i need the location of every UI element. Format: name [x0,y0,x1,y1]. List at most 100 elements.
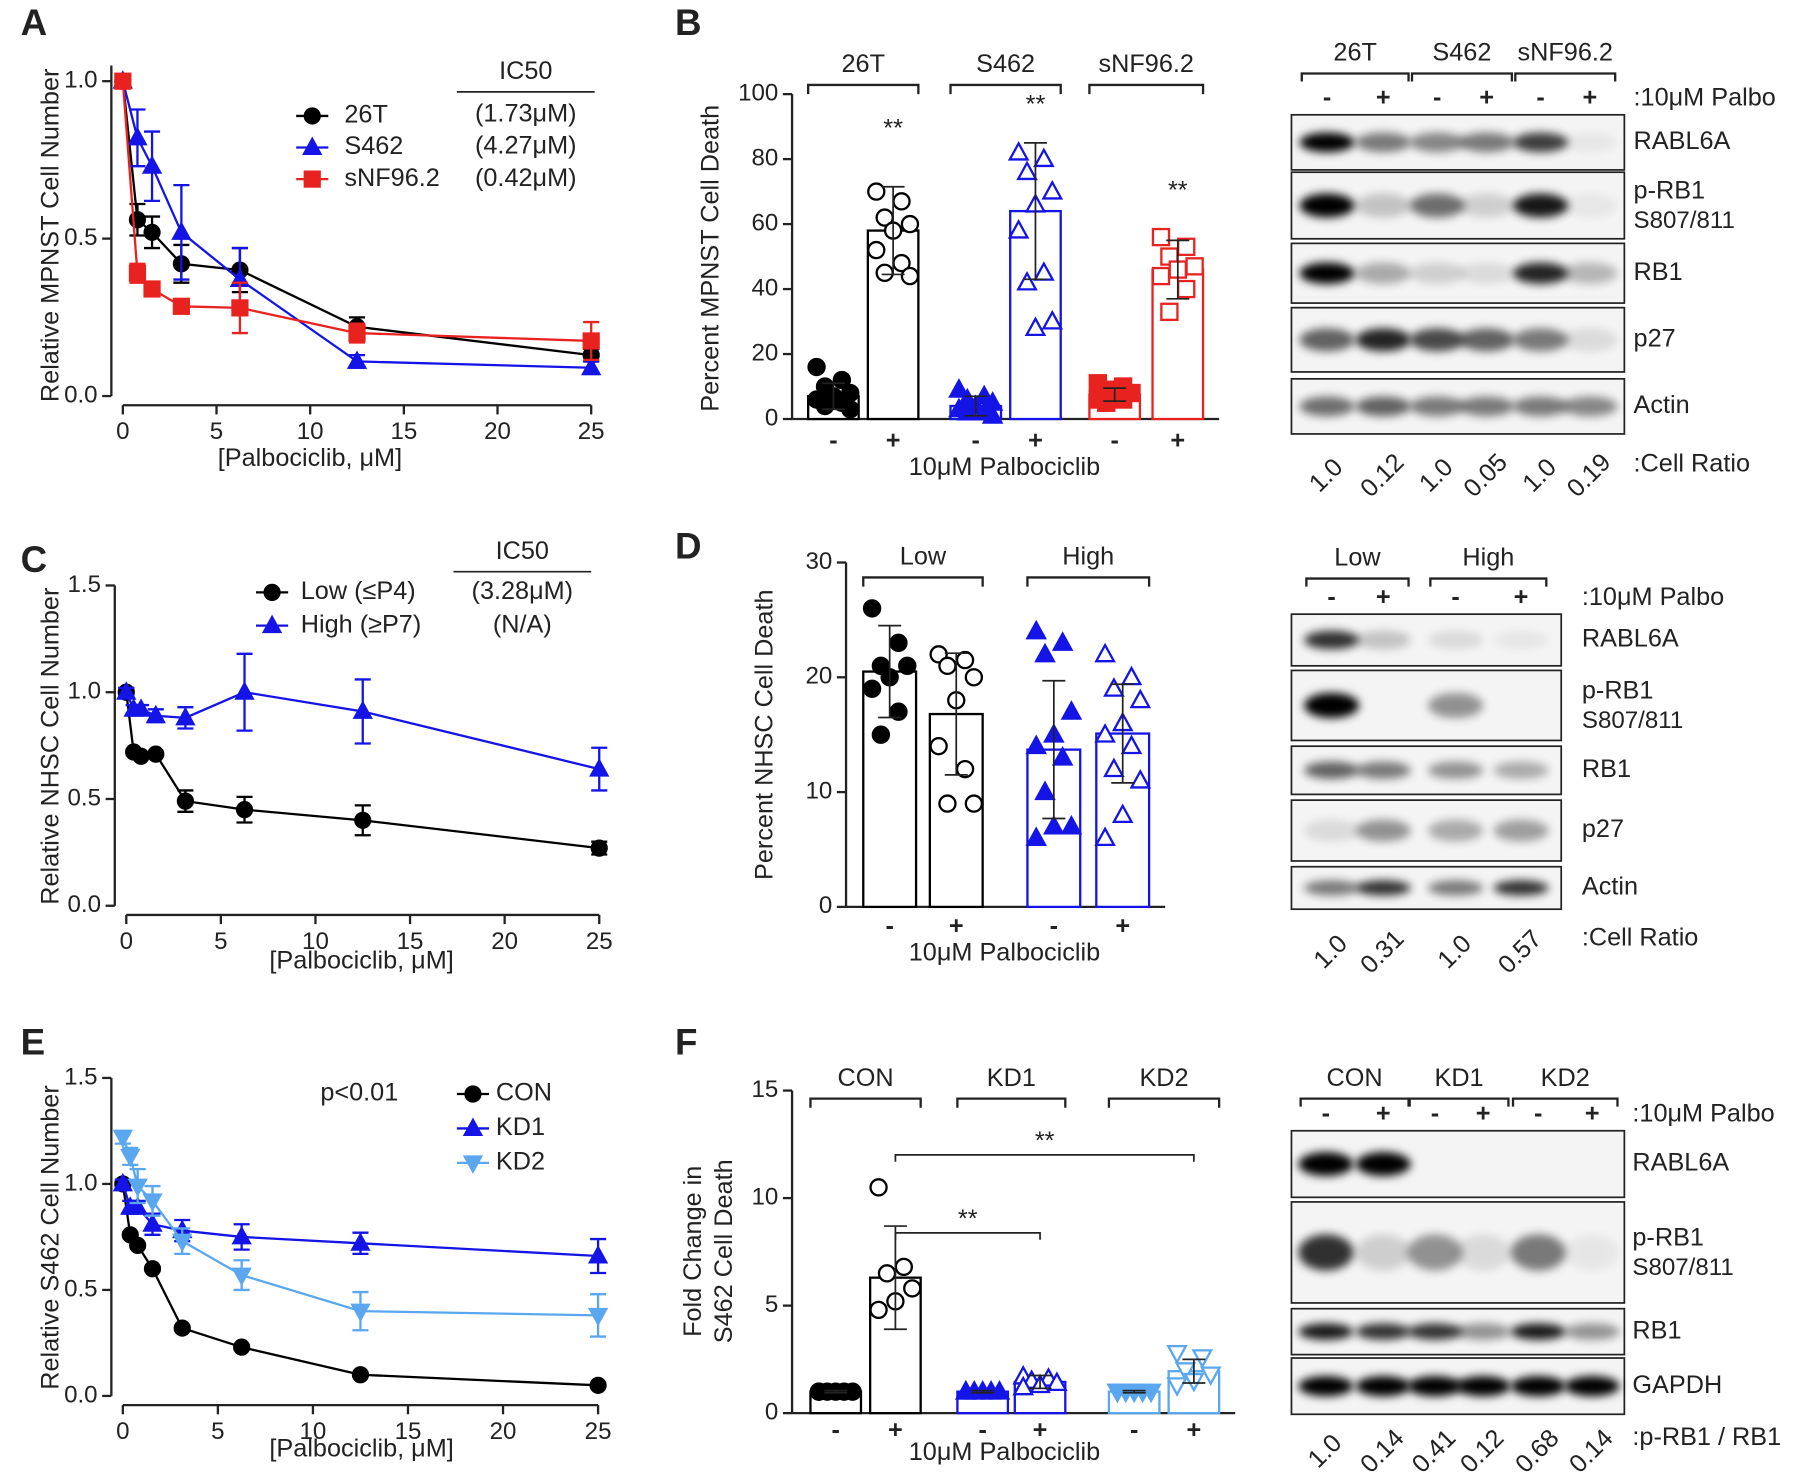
band [1407,1234,1463,1271]
data-point [875,263,894,283]
annotation: (0.42μM) [475,164,577,192]
x-tick-label: 0 [116,1418,129,1445]
data-point [1024,316,1047,337]
band [1459,396,1515,417]
band [1459,132,1515,153]
band [1564,1376,1620,1397]
error-bar [883,1225,907,1331]
marker [141,155,163,174]
group-bracket [1299,1097,1410,1107]
y-tick-label: 100 [738,80,778,107]
data-point [955,650,975,670]
band [1304,630,1360,650]
phospho-site: S807/811 [1634,207,1735,234]
data-point [964,794,984,813]
error-bar [1103,387,1127,403]
data-point [862,599,882,618]
band [1299,262,1355,284]
annotation: ** [958,1205,978,1233]
group-label: Low [900,543,947,571]
x-tick-label: + [1115,912,1130,940]
band [1428,819,1484,842]
annotation: (3.28μM) [472,577,574,605]
data-point [1094,642,1116,663]
series-line [121,1183,599,1387]
legend-label: KD2 [496,1148,545,1176]
band [1409,262,1465,284]
lane-sign: + [1479,83,1494,111]
band [1564,1323,1620,1340]
ratio-label: 0.12 [1355,448,1410,503]
marker [173,1319,191,1337]
band [1298,1376,1354,1397]
lane-sign: - [1431,1099,1439,1127]
band [1455,1234,1511,1271]
data-point [1120,734,1143,755]
data-point [1041,309,1064,330]
row-label: GAPDH [1632,1371,1722,1399]
marker [130,698,152,717]
ratio-label: 1.0 [1517,453,1562,498]
group-bracket [1429,577,1548,587]
marker [142,1213,163,1232]
data-point [892,192,911,211]
band [1493,630,1549,650]
row-label: p-RB1 [1632,1223,1704,1251]
data-point [1016,160,1038,181]
band [1428,761,1484,779]
lane-sign: - [1433,83,1441,111]
data-point [877,1264,897,1283]
y-tick-label: 0.5 [64,1275,98,1302]
band [1510,1323,1566,1340]
marker [348,324,366,342]
row-label: RABL6A [1582,625,1679,653]
data-point [1185,257,1204,276]
legend-marker [462,1117,484,1136]
band [1428,692,1484,719]
data-point [1025,826,1048,846]
x-tick-label: 25 [578,418,605,445]
data-point [869,1300,888,1320]
band [1355,1376,1411,1397]
marker [234,681,255,700]
y-tick-label: 1.5 [64,1063,98,1090]
row-label: Actin [1582,873,1638,901]
lane-sign: + [1376,1099,1391,1127]
band [1562,396,1618,417]
lane-sign: - [1536,83,1544,111]
band [1455,1323,1511,1340]
legend-label: 26T [344,101,388,129]
marker [132,747,150,765]
marker [582,332,600,350]
x-tick-label: - [978,1416,986,1444]
ratio-label: 0.14 [1355,1424,1410,1474]
band [1299,132,1355,153]
marker [235,801,254,819]
group-label: 26T [842,50,886,78]
data-point [1113,390,1133,409]
marker [587,1307,609,1327]
marker [233,1338,251,1356]
band [1513,193,1569,218]
legend-marker [263,583,281,601]
error-bar [1042,679,1066,820]
x-tick-label: 0 [120,928,133,955]
y-tick-label: 0.0 [68,891,102,918]
error-bar [1111,683,1135,784]
legend-label: CON [496,1079,552,1107]
marker [346,350,368,369]
group-label: CON [1327,1064,1383,1092]
band [1562,262,1618,284]
x-tick-label: + [888,1416,903,1444]
x-tick-label: - [885,912,893,940]
x-tick-label: 20 [490,1418,517,1445]
data-point [1060,700,1083,720]
ratio-label: 0.14 [1564,1424,1619,1474]
y-axis-label: S462 Cell Death [710,1159,738,1343]
data-point [1177,237,1196,257]
data-point [871,725,891,744]
ratio-label: 0.31 [1355,925,1410,980]
legend-marker [464,1085,482,1103]
panel-letter: B [675,2,702,43]
band [1513,262,1569,284]
